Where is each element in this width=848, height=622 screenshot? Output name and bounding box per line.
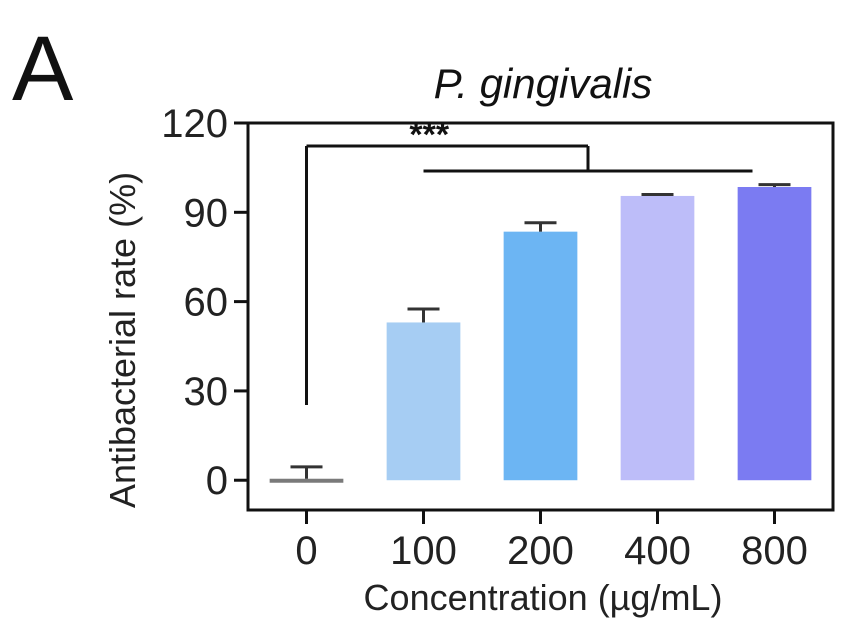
y-tick-label: 90 [184,191,229,235]
chart-title: P. gingivalis [434,60,653,107]
y-tick-label: 30 [184,370,229,414]
x-tick-label: 800 [741,529,808,573]
bar [737,187,812,481]
x-tick-label: 0 [295,529,317,573]
bar [503,231,578,481]
plot-area: 0 30 60 90 120 0 100 200 400 800 *** [161,102,835,573]
y-tick-label: 0 [206,459,228,503]
x-tick-label: 400 [624,529,691,573]
y-tick-label: 120 [161,102,228,146]
bar [269,478,344,483]
x-tick-label: 200 [507,529,574,573]
x-tick-label: 100 [390,529,457,573]
bar [620,195,695,481]
significance-label: *** [409,116,449,154]
x-axis-label: Concentration (µg/mL) [364,577,723,618]
bar [386,322,461,481]
y-axis-label: Antibacterial rate (%) [102,172,143,508]
panel-letter: A [12,18,74,120]
y-tick-label: 60 [184,281,229,325]
